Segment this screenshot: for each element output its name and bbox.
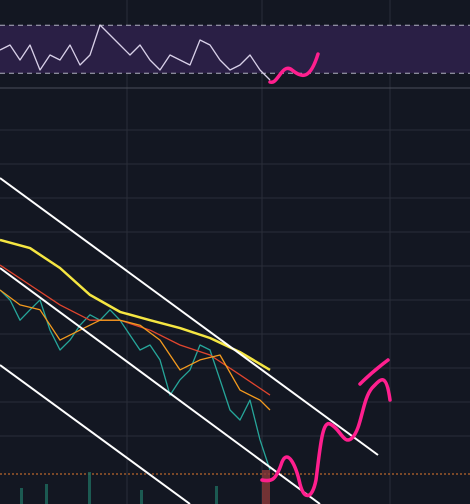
series-line bbox=[0, 289, 271, 411]
drawing bbox=[260, 52, 392, 498]
volume-bar bbox=[262, 470, 270, 504]
volume-bar bbox=[45, 484, 48, 504]
volume-bar bbox=[20, 488, 23, 504]
series-line bbox=[0, 238, 271, 371]
volume-bar bbox=[140, 490, 143, 504]
drawing-rsi bbox=[268, 52, 320, 84]
volume-bar bbox=[88, 472, 91, 504]
channel-line bbox=[0, 364, 191, 504]
rsi-band bbox=[0, 25, 470, 74]
channel bbox=[0, 177, 379, 504]
series-line bbox=[0, 289, 271, 471]
volume-bar bbox=[215, 486, 218, 504]
channel-line bbox=[0, 177, 379, 456]
volume bbox=[20, 470, 270, 504]
series-line bbox=[0, 24, 271, 81]
drawing-price bbox=[260, 358, 392, 498]
plots bbox=[0, 24, 470, 471]
channel-line bbox=[0, 267, 321, 504]
